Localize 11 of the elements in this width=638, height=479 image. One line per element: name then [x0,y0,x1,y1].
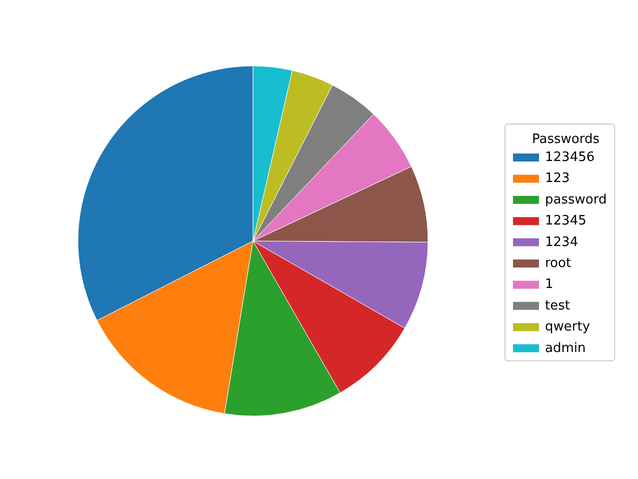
legend-label: 1234 [545,234,578,250]
legend-label: 123456 [545,150,595,165]
legend-label: 12345 [545,214,586,229]
legend-label: 123 [545,171,570,186]
legend-label: test [545,298,570,314]
legend-label: admin [545,340,586,356]
legend-label: 1 [545,277,554,292]
legend-label: password [545,192,607,208]
legend-label: qwerty [545,320,590,335]
legend-title: Passwords [532,132,600,147]
legend-label: root [545,256,572,271]
